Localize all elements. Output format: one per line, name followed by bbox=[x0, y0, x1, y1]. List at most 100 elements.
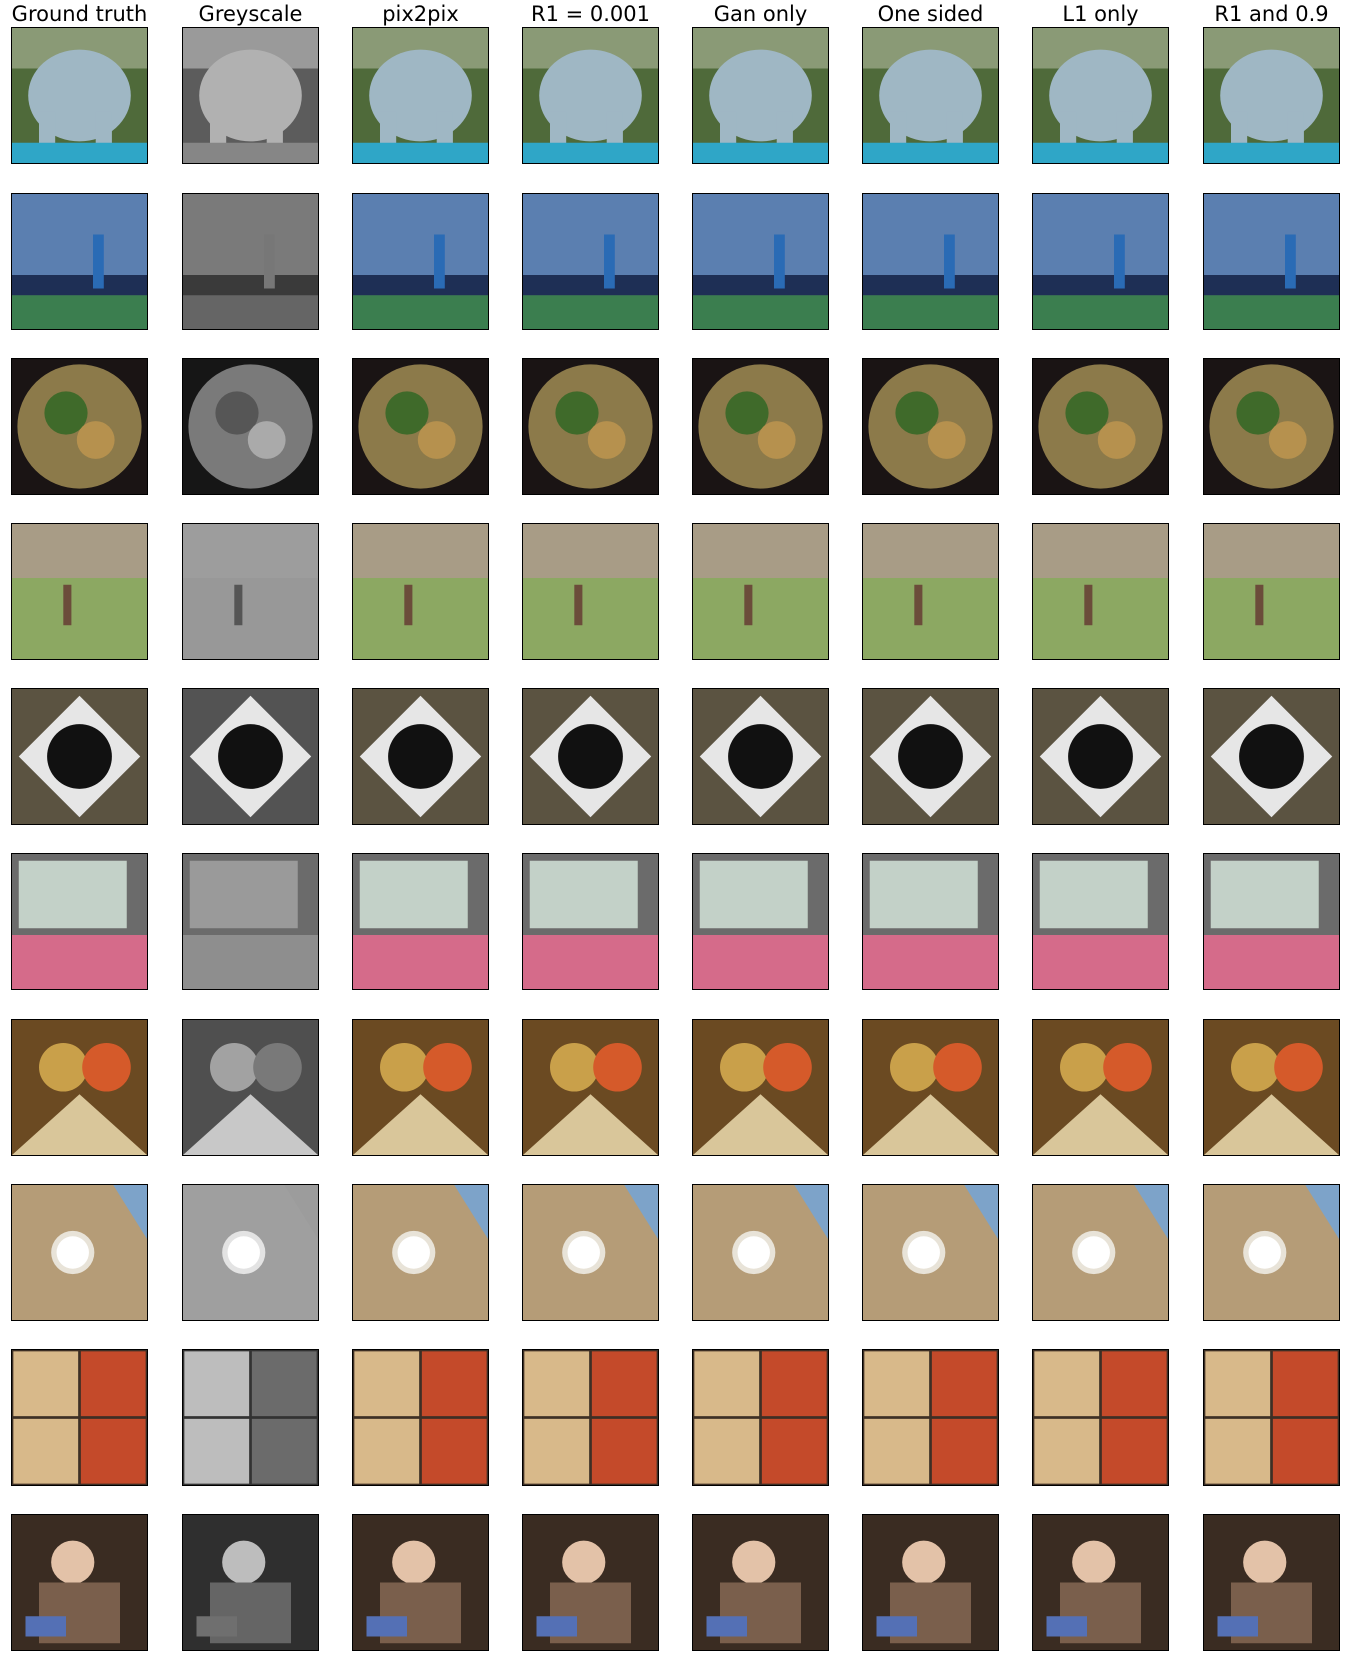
result-image bbox=[1203, 1184, 1340, 1321]
result-image bbox=[862, 1184, 999, 1321]
result-image bbox=[1203, 688, 1340, 825]
image-thumbnail bbox=[353, 1350, 488, 1485]
result-image bbox=[1032, 1349, 1169, 1486]
result-image bbox=[1203, 1019, 1340, 1156]
image-thumbnail bbox=[1033, 1350, 1168, 1485]
image-thumbnail bbox=[693, 854, 828, 989]
result-image bbox=[1203, 27, 1340, 164]
result-image bbox=[1203, 523, 1340, 660]
image-thumbnail bbox=[523, 854, 658, 989]
result-image bbox=[182, 358, 319, 495]
column-header: Ground truth bbox=[11, 2, 148, 26]
image-thumbnail bbox=[12, 1350, 147, 1485]
image-thumbnail bbox=[183, 28, 318, 163]
image-thumbnail bbox=[1033, 524, 1168, 659]
image-thumbnail bbox=[693, 359, 828, 494]
result-image bbox=[692, 193, 829, 330]
image-thumbnail bbox=[353, 359, 488, 494]
image-thumbnail bbox=[863, 359, 998, 494]
image-thumbnail bbox=[1033, 854, 1168, 989]
result-image bbox=[182, 193, 319, 330]
image-thumbnail bbox=[693, 1020, 828, 1155]
image-thumbnail bbox=[1204, 194, 1339, 329]
image-thumbnail bbox=[183, 1020, 318, 1155]
image-thumbnail bbox=[183, 524, 318, 659]
column-header: R1 and 0.9 bbox=[1214, 2, 1329, 26]
result-image bbox=[1032, 853, 1169, 990]
image-thumbnail bbox=[183, 1350, 318, 1485]
image-thumbnail bbox=[863, 689, 998, 824]
image-thumbnail bbox=[1033, 359, 1168, 494]
image-thumbnail bbox=[523, 194, 658, 329]
result-image bbox=[352, 1349, 489, 1486]
image-thumbnail bbox=[1204, 28, 1339, 163]
result-image bbox=[11, 1514, 148, 1651]
result-image bbox=[182, 1514, 319, 1651]
image-thumbnail bbox=[353, 1185, 488, 1320]
result-image bbox=[692, 523, 829, 660]
result-image bbox=[1203, 1349, 1340, 1486]
image-thumbnail bbox=[1204, 1020, 1339, 1155]
image-thumbnail bbox=[863, 194, 998, 329]
image-thumbnail bbox=[1033, 1020, 1168, 1155]
image-thumbnail bbox=[1033, 1185, 1168, 1320]
result-image bbox=[11, 1184, 148, 1321]
result-image bbox=[182, 1184, 319, 1321]
image-thumbnail bbox=[12, 1020, 147, 1155]
image-thumbnail bbox=[1204, 524, 1339, 659]
image-thumbnail bbox=[12, 524, 147, 659]
result-image bbox=[352, 1019, 489, 1156]
result-image bbox=[1032, 688, 1169, 825]
image-thumbnail bbox=[1204, 359, 1339, 494]
result-image bbox=[862, 523, 999, 660]
result-image bbox=[522, 853, 659, 990]
image-thumbnail bbox=[863, 28, 998, 163]
result-image bbox=[692, 688, 829, 825]
image-thumbnail bbox=[353, 1020, 488, 1155]
result-image bbox=[182, 1349, 319, 1486]
image-thumbnail bbox=[863, 1350, 998, 1485]
result-image bbox=[11, 523, 148, 660]
image-thumbnail bbox=[12, 1185, 147, 1320]
result-image bbox=[352, 853, 489, 990]
result-image bbox=[692, 1349, 829, 1486]
result-image bbox=[692, 27, 829, 164]
result-image bbox=[1032, 523, 1169, 660]
image-thumbnail bbox=[693, 524, 828, 659]
image-thumbnail bbox=[693, 1350, 828, 1485]
result-image bbox=[11, 853, 148, 990]
result-image bbox=[862, 27, 999, 164]
image-thumbnail bbox=[1033, 689, 1168, 824]
result-image bbox=[182, 688, 319, 825]
image-thumbnail bbox=[183, 854, 318, 989]
result-image bbox=[352, 523, 489, 660]
image-thumbnail bbox=[1033, 28, 1168, 163]
result-image bbox=[1032, 358, 1169, 495]
result-image bbox=[182, 1019, 319, 1156]
column-header: pix2pix bbox=[382, 2, 459, 26]
result-image bbox=[862, 853, 999, 990]
image-thumbnail bbox=[353, 28, 488, 163]
result-image bbox=[522, 523, 659, 660]
result-image bbox=[11, 1019, 148, 1156]
image-thumbnail bbox=[12, 28, 147, 163]
image-thumbnail bbox=[183, 689, 318, 824]
image-thumbnail bbox=[523, 1185, 658, 1320]
result-image bbox=[1032, 193, 1169, 330]
image-thumbnail bbox=[353, 1515, 488, 1650]
result-image bbox=[1032, 27, 1169, 164]
result-image bbox=[862, 193, 999, 330]
column-header: Greyscale bbox=[198, 2, 303, 26]
image-thumbnail bbox=[863, 854, 998, 989]
result-image bbox=[522, 358, 659, 495]
result-image bbox=[352, 193, 489, 330]
result-image bbox=[522, 1349, 659, 1486]
result-image bbox=[1203, 358, 1340, 495]
image-thumbnail bbox=[353, 524, 488, 659]
result-image bbox=[862, 688, 999, 825]
image-thumbnail bbox=[523, 359, 658, 494]
image-thumbnail bbox=[353, 689, 488, 824]
result-image bbox=[11, 358, 148, 495]
column-header: Gan only bbox=[713, 2, 808, 26]
image-thumbnail bbox=[523, 28, 658, 163]
